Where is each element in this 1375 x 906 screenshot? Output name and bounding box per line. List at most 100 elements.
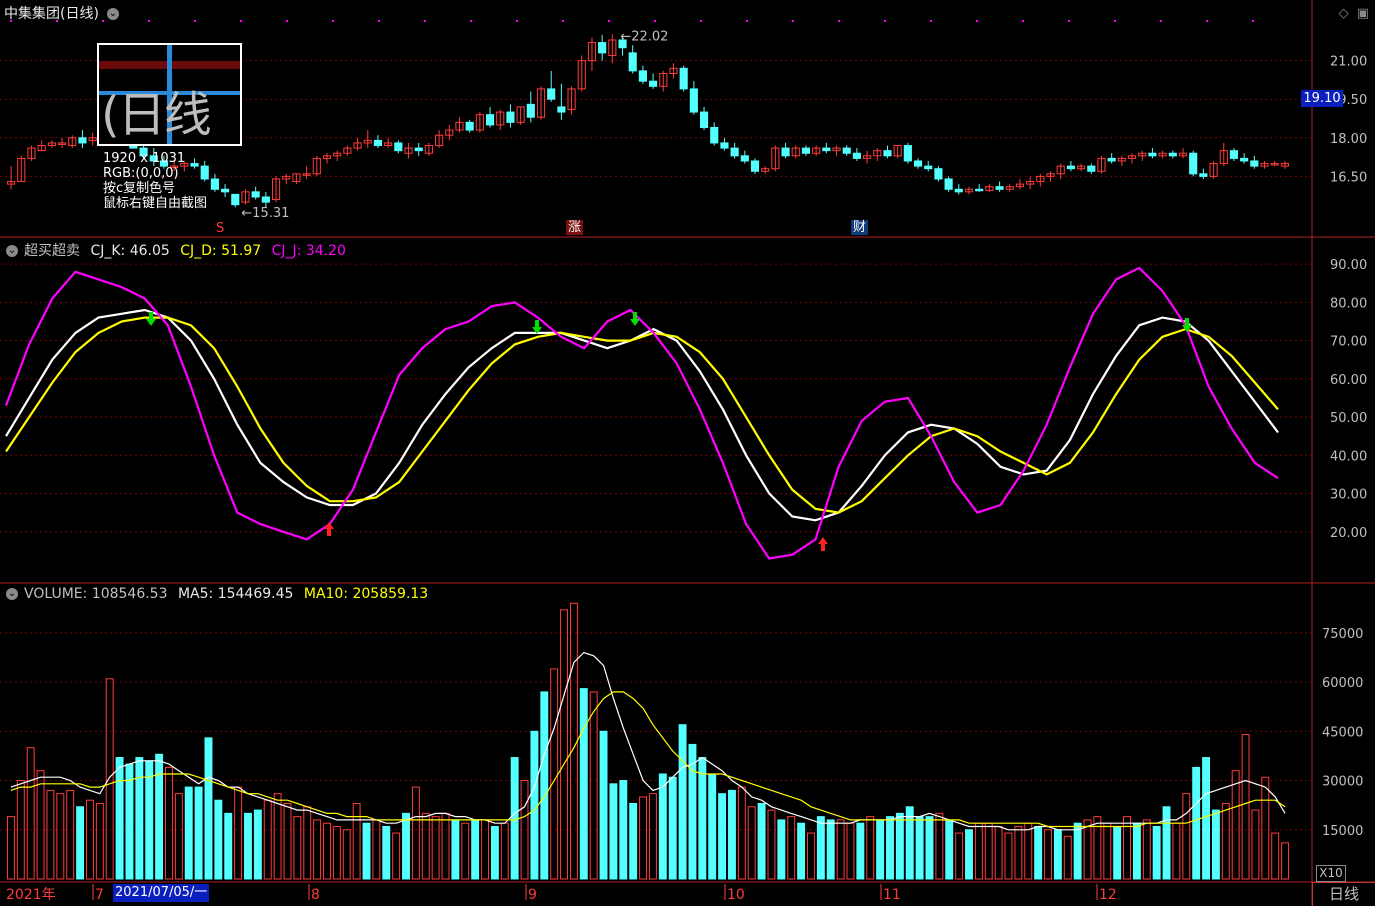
collapse-icon[interactable]: ▣ — [1356, 6, 1369, 21]
chevron-down-icon[interactable]: ⌄ — [6, 588, 18, 600]
volume-bar — [945, 819, 954, 880]
period-dot — [102, 20, 104, 22]
indicator-tick-label: 70.00 — [1330, 335, 1367, 350]
volume-bar — [1132, 822, 1141, 880]
candle-body — [322, 155, 332, 159]
marker-cai[interactable]: 财 — [851, 220, 869, 235]
volume-bar — [204, 737, 213, 880]
indicator-tick-label: 50.00 — [1330, 411, 1367, 426]
candle-body — [964, 188, 974, 193]
period-button[interactable]: 日线 — [1312, 882, 1375, 906]
candle-body — [1178, 152, 1188, 157]
volume-bar — [807, 832, 815, 880]
volume-bar — [36, 770, 45, 880]
indicator-header: ⌄ 超买超卖 CJ_K: 46.05 CJ_D: 51.97 CJ_J: 34.2… — [4, 240, 352, 260]
volume-bar — [737, 786, 746, 880]
volume-bar — [609, 783, 618, 880]
period-dot — [746, 20, 748, 22]
candle-body — [577, 60, 586, 90]
cursor-date: 2021/07/05/一 — [113, 884, 210, 902]
candle-body — [373, 139, 383, 147]
volume-bar — [678, 724, 687, 880]
candle-body — [842, 147, 851, 154]
volume-bar — [619, 780, 628, 880]
volume-bar — [1123, 816, 1131, 880]
candle-body — [1250, 160, 1259, 167]
volume-bar — [125, 763, 134, 880]
candle-body — [1036, 175, 1045, 183]
candle-body — [190, 163, 199, 167]
indicator-tick-label: 90.00 — [1330, 258, 1367, 273]
month-label: 11 — [883, 887, 901, 903]
candle-body — [669, 67, 678, 74]
month-label: 7 — [95, 887, 104, 903]
buy-signal-arrow — [324, 522, 334, 536]
marker-zhang[interactable]: 涨 — [566, 220, 584, 235]
candle-body — [812, 147, 821, 154]
volume-bar — [1034, 825, 1043, 880]
volume-bar — [1202, 757, 1211, 880]
volume-bar — [490, 825, 499, 880]
volume-bar — [1053, 829, 1062, 880]
chevron-down-icon[interactable]: ⌄ — [106, 8, 119, 20]
candle-body — [180, 163, 189, 167]
candle-body — [710, 127, 719, 144]
volume-label: VOLUME: 108546.53 — [24, 586, 168, 602]
candle-body — [394, 142, 403, 152]
volume-bar — [876, 819, 885, 880]
price-panel-header: 中集集团(日线) ⌄ — [4, 3, 125, 23]
magnifier-rgb: RGB:(0,0,0) — [103, 166, 179, 181]
candle-body — [1260, 163, 1269, 167]
chevron-down-icon[interactable]: ⌄ — [6, 245, 18, 257]
volume-bar — [569, 602, 578, 880]
period-dot — [1206, 20, 1208, 22]
candle-body — [57, 142, 67, 145]
cj-j-line — [4, 266, 1279, 560]
volume-bar — [560, 609, 569, 880]
candle-body — [312, 157, 321, 175]
indicator-name: 超买超卖 — [24, 243, 80, 259]
volume-bar — [234, 786, 243, 880]
period-dot — [148, 20, 150, 22]
volume-bar — [332, 825, 341, 880]
volume-bar — [1221, 803, 1230, 880]
volume-bar — [767, 809, 776, 880]
price-tick-label: 16.50 — [1330, 170, 1367, 185]
volume-bar — [1261, 776, 1270, 880]
high-price-label: ←22.02 — [620, 29, 668, 44]
cj-k-label: CJ_K: 46.05 — [90, 243, 170, 259]
period-dot — [1252, 20, 1254, 22]
volume-series — [6, 602, 1290, 880]
candle-body — [761, 168, 770, 172]
candle-body — [292, 173, 301, 183]
candle-body — [924, 165, 933, 170]
candle-body — [822, 147, 831, 152]
candle-body — [200, 165, 209, 180]
volume-bar — [629, 803, 638, 880]
period-dot — [1114, 20, 1116, 22]
diamond-icon[interactable]: ◇ — [1338, 6, 1349, 21]
volume-bar — [1024, 822, 1033, 880]
period-dot — [286, 20, 288, 22]
candle-body — [1270, 163, 1279, 166]
candle-body — [353, 142, 362, 149]
candle-body — [455, 121, 464, 131]
volume-bar — [135, 757, 144, 880]
stock-title: 中集集团(日线) — [4, 6, 99, 22]
candle-body — [903, 145, 912, 162]
marker-s[interactable]: S — [216, 221, 225, 236]
volume-bar — [915, 816, 924, 880]
indicator-tick-label: 80.00 — [1330, 296, 1367, 311]
volume-bar — [658, 773, 667, 880]
low-price-label: ←15.31 — [241, 206, 289, 221]
candle-body — [78, 137, 87, 144]
candle-body — [536, 88, 546, 118]
candle-body — [88, 137, 97, 141]
candle-body — [445, 129, 454, 136]
candle-body — [699, 111, 709, 129]
volume-bar — [688, 743, 697, 880]
volume-bar — [1241, 734, 1250, 880]
candle-body — [1107, 157, 1116, 162]
candle-body — [587, 42, 597, 62]
candle-body — [159, 160, 169, 167]
